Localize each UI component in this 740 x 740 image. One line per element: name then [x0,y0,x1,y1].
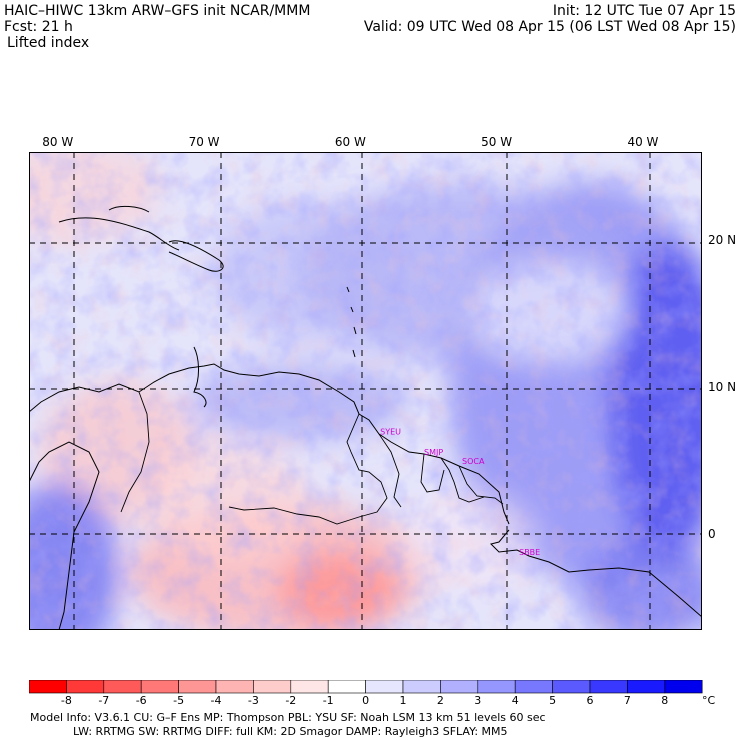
colorbar-swatch [290,680,329,694]
colorbar-label: 2 [437,694,444,707]
valid-time: Valid: 09 UTC Wed 08 Apr 15 (06 LST Wed … [363,19,736,35]
colorbar-label: 4 [512,694,519,707]
colorbar-label: 8 [661,694,668,707]
colorbar-swatch [514,680,553,694]
latitude-label: 0 [708,527,716,542]
latitude-label: 20 N [708,233,737,248]
map-title: HAIC–HIWC 13km ARW–GFS init NCAR/MMM [4,3,311,19]
colorbar-swatch [365,680,404,694]
colorbar-label: -5 [173,694,184,707]
coastlines [29,205,702,630]
colorbar-swatch [627,680,666,694]
init-time: Init: 12 UTC Tue 07 Apr 15 [552,3,736,19]
model-info-line2: LW: RRTMG SW: RRTMG DIFF: full KM: 2D Sm… [73,725,508,738]
graticule [29,152,702,630]
station-label: SOCA [462,457,485,466]
colorbar-swatch [440,680,479,694]
colorbar-swatch [552,680,591,694]
colorbar-swatch [66,680,105,694]
colorbar-swatch [29,680,67,694]
colorbar-label: -2 [285,694,296,707]
colorbar-swatch [477,680,516,694]
colorbar-label: 7 [624,694,631,707]
colorbar-swatch [103,680,142,694]
colorbar-swatch [140,680,179,694]
colorbar-label: 6 [587,694,594,707]
colorbar-swatch [327,680,366,694]
model-info-line1: Model Info: V3.6.1 CU: G–F Ens MP: Thomp… [30,711,546,724]
colorbar-label: -8 [61,694,72,707]
colorbar-swatch [664,680,703,694]
forecast-hour: Fcst: 21 h [4,19,73,35]
station-label: SMJP [424,448,443,457]
colorbar-swatch [402,680,441,694]
colorbar-swatch [253,680,292,694]
colorbar-swatches [29,680,703,694]
country-borders [120,391,504,525]
map-frame [29,152,702,630]
longitude-label: 40 W [627,135,659,149]
longitude-label: 60 W [334,135,366,149]
colorbar-swatch [215,680,254,694]
colorbar-unit: °C [702,694,716,707]
latitude-label: 10 N [708,380,737,395]
lifted-index-map: SYEU SMJP SOCA SBBE [29,152,702,630]
station-labels: SYEU SMJP SOCA SBBE [380,427,540,557]
colorbar-label: -1 [323,694,334,707]
colorbar-swatch [589,680,628,694]
field-name: Lifted index [7,35,90,51]
station-label: SYEU [380,427,401,436]
longitude-label: 70 W [188,135,220,149]
colorbar-label: 0 [362,694,369,707]
colorbar-label: -7 [98,694,109,707]
colorbar-label: 1 [400,694,407,707]
colorbar-label: 3 [474,694,481,707]
longitude-label: 80 W [42,135,74,149]
longitude-label: 50 W [481,135,513,149]
colorbar: -8 -7 -6 -5 -4 -3 -2 -1 0 1 2 3 4 5 6 7 8 °C [29,680,716,707]
colorbar-swatch [178,680,217,694]
colorbar-label: 5 [549,694,556,707]
colorbar-label: -6 [136,694,147,707]
colorbar-label: -3 [248,694,259,707]
colorbar-label: -4 [211,694,222,707]
station-label: SBBE [519,548,540,557]
colorbar-labels: -8 -7 -6 -5 -4 -3 -2 -1 0 1 2 3 4 5 6 7 8 [61,694,668,707]
